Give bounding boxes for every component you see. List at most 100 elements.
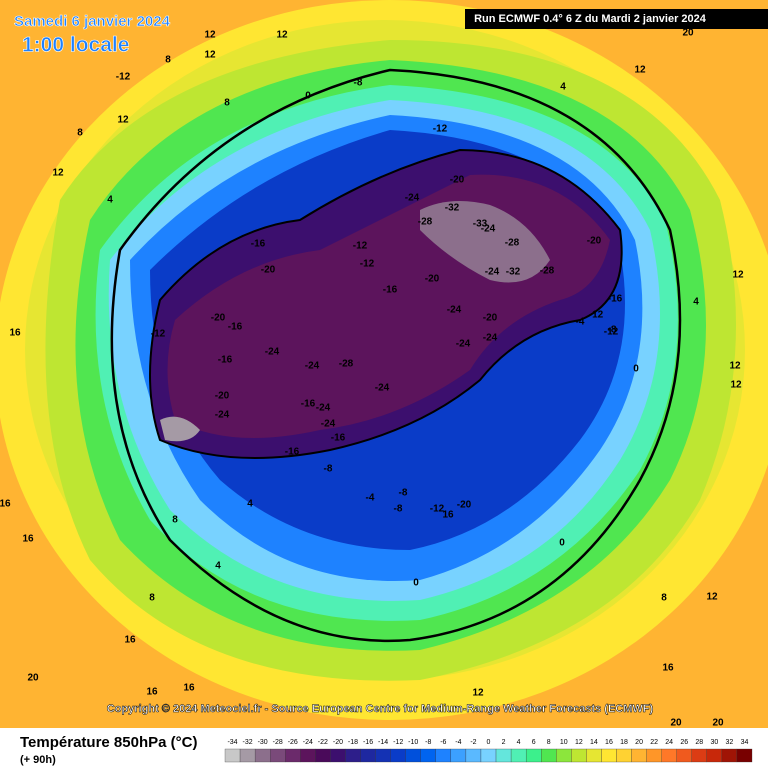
contour-label: -12	[433, 124, 448, 135]
contour-label: 12	[729, 361, 741, 372]
contour-label: -20	[483, 313, 498, 324]
contour-label: -28	[418, 217, 433, 228]
legend-label: 26	[680, 739, 688, 746]
contour-label: 12	[52, 168, 64, 179]
contour-label: 4	[560, 82, 566, 93]
contour-label: -24	[481, 224, 496, 235]
contour-label: 8	[77, 128, 83, 139]
legend-label: -10	[408, 739, 418, 746]
legend-swatch	[270, 748, 286, 763]
contour-label: -8	[324, 464, 333, 475]
legend-label: 4	[517, 739, 521, 746]
contour-label: 8	[149, 593, 155, 604]
legend-swatch	[450, 748, 467, 763]
contour-label: -16	[251, 239, 266, 250]
contour-label: -24	[305, 361, 320, 372]
legend-swatch	[736, 748, 753, 763]
contour-label: 12	[472, 688, 484, 699]
legend-label: 10	[560, 739, 568, 746]
contour-label: 4	[107, 195, 113, 206]
legend-swatch	[405, 748, 421, 763]
legend-swatch	[239, 748, 256, 763]
legend-swatch	[360, 748, 376, 763]
contour-label: 4	[215, 561, 221, 572]
contour-label: -28	[505, 238, 520, 249]
legend-label: -32	[243, 739, 253, 746]
contour-label: -24	[456, 339, 471, 350]
legend-label: -6	[440, 739, 446, 746]
contour-label: 8	[224, 98, 230, 109]
legend-swatch	[676, 748, 692, 763]
legend-label: 28	[695, 739, 703, 746]
legend-label: -24	[303, 739, 313, 746]
legend-swatch	[631, 748, 647, 763]
contour-label: -4	[366, 493, 375, 504]
legend-label: -12	[393, 739, 403, 746]
contour-label: 12	[706, 592, 718, 603]
legend-label: 32	[726, 739, 734, 746]
legend-label: 22	[650, 739, 658, 746]
contour-label: -16	[285, 447, 300, 458]
contour-label: 16	[9, 328, 21, 339]
legend-swatch	[601, 748, 617, 763]
contour-label: 16	[0, 499, 11, 510]
contour-label: 16	[183, 683, 195, 694]
contour-label: 20	[682, 28, 694, 39]
contour-label: 16	[146, 687, 158, 698]
legend-label: -34	[227, 739, 237, 746]
legend-label: 30	[710, 739, 718, 746]
contour-label: 12	[117, 115, 129, 126]
contour-label: -20	[587, 236, 602, 247]
legend-label: -8	[425, 739, 431, 746]
contour-label: -8	[399, 488, 408, 499]
contour-label: -16	[228, 322, 243, 333]
legend-label: -30	[258, 739, 268, 746]
contour-label: -32	[506, 267, 521, 278]
legend-swatch	[525, 748, 542, 763]
legend-label: -18	[348, 739, 358, 746]
legend-swatch	[541, 748, 557, 763]
contour-label: -20	[425, 274, 440, 285]
legend-swatch	[300, 748, 316, 763]
contour-label: -12	[353, 241, 368, 252]
legend-label: 12	[575, 739, 583, 746]
contour-label: 8	[172, 515, 178, 526]
contour-label: -24	[265, 347, 280, 358]
contour-label: 12	[204, 50, 216, 61]
legend-label: -20	[333, 739, 343, 746]
contour-label: 20	[27, 673, 39, 684]
contour-label: -12	[430, 504, 445, 515]
contour-label: 12	[732, 270, 744, 281]
legend-label: 14	[590, 739, 598, 746]
contour-label: -24	[215, 410, 230, 421]
contour-label: 16	[662, 663, 674, 674]
legend-label: -28	[273, 739, 283, 746]
contour-label: 0	[305, 91, 311, 102]
legend-label: -26	[288, 739, 298, 746]
legend-swatch	[495, 748, 512, 763]
contour-label: 16	[442, 510, 454, 521]
legend-swatch	[435, 748, 452, 763]
contour-label: 0	[633, 364, 639, 375]
contour-label: 16	[124, 635, 136, 646]
contour-label: -20	[457, 500, 472, 511]
contour-label: -16	[331, 433, 346, 444]
contour-label: -24	[405, 193, 420, 204]
contour-label: 12	[730, 380, 742, 391]
contour-label: 0	[559, 538, 565, 549]
contour-label: -20	[211, 313, 226, 324]
contour-label: -33	[473, 219, 488, 230]
contour-label: -12	[116, 72, 131, 83]
legend-swatch	[465, 748, 482, 763]
contour-label: -16	[218, 355, 233, 366]
forecast-date: Samedi 6 janvier 2024	[14, 13, 171, 30]
legend-label: -2	[470, 739, 476, 746]
contour-label: -32	[445, 203, 460, 214]
contour-label: -12	[360, 259, 375, 270]
contour-label: -8	[394, 504, 403, 515]
legend-swatch	[390, 748, 406, 763]
legend-swatch	[375, 748, 391, 763]
legend-swatch	[510, 748, 527, 763]
